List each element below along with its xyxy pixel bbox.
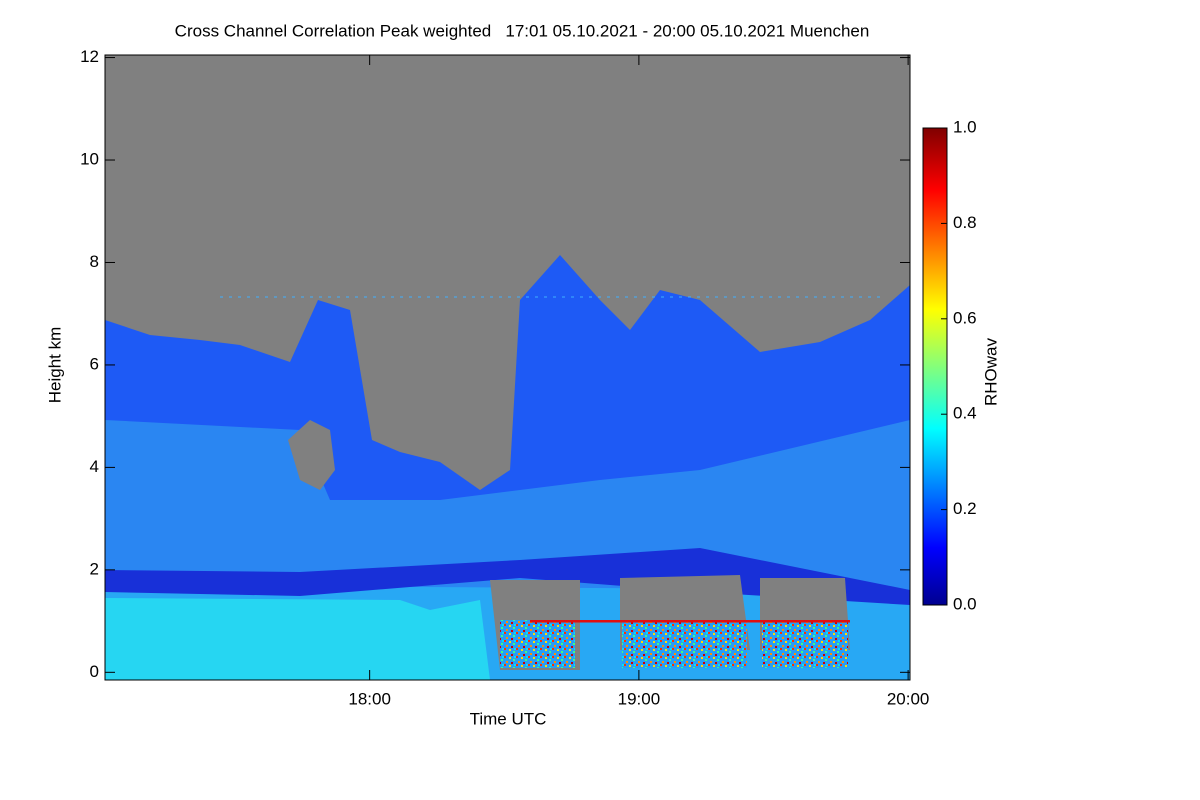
chart-title: Cross Channel Correlation Peak weighted … — [175, 21, 870, 40]
plot-frame — [104, 54, 911, 681]
colorbar-tick-label: 0.8 — [953, 213, 977, 232]
y-tick-label: 4 — [90, 457, 99, 476]
colorbar-tick-label: 1.0 — [953, 117, 977, 136]
colorbar-tick-label: 0.2 — [953, 499, 977, 518]
x-axis-label: Time UTC — [470, 709, 547, 728]
y-tick-label: 0 — [90, 662, 99, 681]
y-tick-label: 8 — [90, 252, 99, 271]
colorbar — [922, 127, 948, 606]
colorbar-label: RHOwav — [981, 337, 1000, 406]
colorbar-tick-label: 0.0 — [953, 594, 977, 613]
y-axis-label: Height km — [45, 327, 64, 404]
x-tick-label: 19:00 — [618, 689, 661, 708]
colorbar-tick-label: 0.6 — [953, 308, 977, 327]
y-tick-label: 2 — [90, 559, 99, 578]
x-tick-label: 20:00 — [887, 689, 930, 708]
heatmap-field — [105, 55, 910, 680]
y-tick-label: 12 — [80, 47, 99, 66]
colorbar-tick-label: 0.4 — [953, 404, 977, 423]
y-tick-label: 10 — [80, 150, 99, 169]
y-tick-label: 6 — [90, 354, 99, 373]
x-tick-label: 18:00 — [348, 689, 391, 708]
